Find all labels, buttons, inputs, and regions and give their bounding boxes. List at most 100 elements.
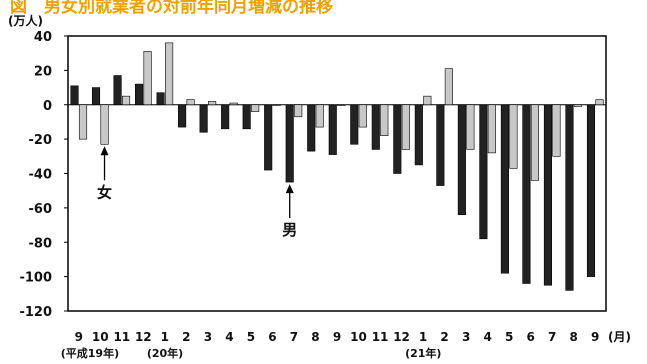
- bar-male-21: [522, 104, 531, 284]
- x-tick-label: 5: [247, 330, 255, 344]
- bar-male-12: [328, 104, 337, 155]
- x-tick-label: 8: [570, 330, 578, 344]
- y-tick-label: -100: [19, 271, 52, 286]
- bar-male-16: [414, 104, 423, 166]
- x-tick-label: 9: [591, 330, 599, 344]
- bar-male-20: [500, 104, 509, 274]
- bar-male-1: [91, 87, 101, 106]
- x-tick-label: 7: [290, 330, 298, 344]
- bar-female-4: [165, 42, 174, 106]
- bar-male-3: [135, 83, 144, 106]
- bar-male-2: [113, 75, 122, 106]
- y-tick-label: -80: [29, 236, 53, 251]
- x-axis: 9 10 11 12 1 2 3 4 5 6 7 8 9 10 11 12 1 2 3 4 5 6 7 8 9: [75, 330, 600, 344]
- bar-female-14: [380, 104, 389, 136]
- annotations: 女男: [97, 146, 297, 239]
- bar-female-22: [552, 104, 561, 157]
- bar-male-0: [70, 85, 79, 106]
- x-tick-label: 1: [161, 330, 169, 344]
- bar-female-15: [401, 104, 410, 150]
- x-tick-label: 5: [505, 330, 513, 344]
- bar-male-18: [457, 104, 466, 216]
- x-tick-label: 6: [268, 330, 276, 344]
- bar-male-15: [393, 104, 402, 174]
- year-label: (20年): [147, 346, 183, 360]
- annotation-arrowhead: [100, 146, 109, 156]
- bar-male-8: [242, 104, 251, 130]
- chart-title: 図 男女別就業者の対前年同月増減の推移: [10, 0, 333, 17]
- bar-male-19: [479, 104, 488, 240]
- bar-male-6: [199, 104, 208, 133]
- bar-male-10: [285, 104, 294, 183]
- x-tick-label: 2: [440, 330, 448, 344]
- x-tick-label: 9: [333, 330, 341, 344]
- x-tick-label: 6: [527, 330, 535, 344]
- bar-male-5: [178, 104, 187, 128]
- year-labels: (平成19年) (20年) (21年): [61, 346, 442, 360]
- bar-female-21: [530, 104, 539, 181]
- bar-male-13: [350, 104, 359, 145]
- x-axis-unit: (月): [608, 330, 631, 344]
- x-tick-label: 3: [204, 330, 212, 344]
- y-tick-label: -60: [29, 202, 53, 217]
- bar-female-20: [509, 104, 518, 169]
- x-tick-label: 4: [225, 330, 233, 344]
- bar-female-11: [315, 104, 324, 128]
- year-label: (平成19年): [61, 346, 119, 360]
- bar-female-0: [78, 104, 88, 140]
- x-tick-label: 4: [483, 330, 491, 344]
- bar-female-8: [251, 104, 260, 112]
- bar-female-13: [358, 104, 367, 128]
- y-tick-label: -120: [19, 305, 52, 320]
- y-tick-label: -20: [29, 133, 53, 148]
- bar-male-22: [543, 104, 553, 286]
- bar-female-10: [294, 104, 303, 118]
- bar-male-24: [586, 104, 596, 277]
- x-tick-label: 12: [393, 330, 410, 344]
- x-tick-label: 11: [113, 330, 130, 344]
- annotation-arrowhead: [285, 184, 294, 194]
- bar-female-19: [487, 104, 496, 154]
- bar-female-1: [100, 104, 109, 145]
- bar-female-24: [595, 99, 604, 106]
- bar-female-23: [573, 104, 583, 107]
- bar-female-5: [186, 99, 195, 106]
- bar-male-7: [221, 104, 230, 130]
- y-tick-label: 40: [34, 30, 52, 45]
- bar-female-2: [122, 95, 131, 106]
- x-tick-label: 7: [548, 330, 556, 344]
- bar-female-12: [337, 104, 346, 106]
- x-tick-label: 3: [462, 330, 470, 344]
- x-tick-label: 1: [419, 330, 427, 344]
- bar-female-17: [444, 68, 453, 106]
- bar-male-11: [307, 104, 316, 152]
- y-axis: 40 20 0 -20 -40 -60 -80 -100 -120: [19, 30, 68, 320]
- y-axis-unit: (万人): [8, 13, 43, 28]
- x-tick-label: 10: [92, 330, 109, 344]
- year-label: (21年): [405, 346, 441, 360]
- bar-male-9: [264, 104, 273, 171]
- y-tick-label: 0: [43, 99, 52, 114]
- x-tick-label: 9: [75, 330, 83, 344]
- y-tick-label: -40: [29, 168, 53, 183]
- x-tick-label: 11: [372, 330, 389, 344]
- bar-male-14: [371, 104, 380, 150]
- bar-female-16: [423, 95, 432, 106]
- bar-male-17: [436, 104, 445, 186]
- bar-female-7: [229, 102, 238, 106]
- bar-female-3: [143, 51, 152, 106]
- x-tick-label: 2: [182, 330, 190, 344]
- bar-female-18: [466, 104, 475, 150]
- bars: [70, 42, 604, 291]
- x-tick-label: 8: [311, 330, 319, 344]
- y-tick-label: 20: [34, 64, 52, 79]
- x-tick-label: 12: [135, 330, 152, 344]
- annotation-label: 女: [97, 183, 112, 201]
- bar-female-6: [208, 101, 217, 106]
- bar-male-23: [565, 104, 574, 291]
- x-tick-label: 10: [350, 330, 367, 344]
- bar-male-4: [156, 92, 165, 106]
- annotation-label: 男: [282, 221, 297, 239]
- bar-female-9: [272, 104, 281, 106]
